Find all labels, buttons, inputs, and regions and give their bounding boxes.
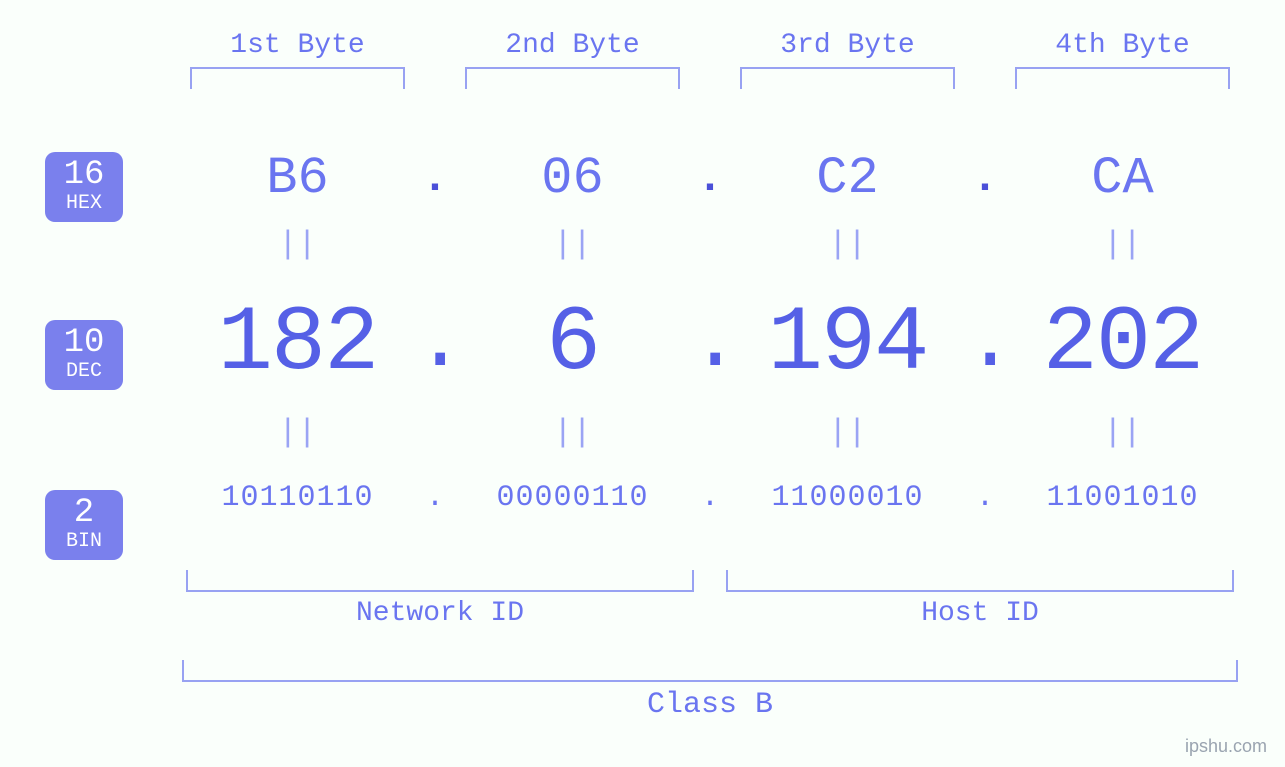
equals-icon: || (455, 414, 690, 451)
bracket-icon (1015, 67, 1230, 89)
bin-value: 11001010 (1005, 481, 1240, 515)
dot-separator: . (690, 296, 730, 391)
equals-icon: || (180, 226, 415, 263)
dot-separator: . (415, 296, 455, 391)
badge-number: 2 (45, 496, 123, 530)
equals-icon: || (730, 414, 965, 451)
dec-value: 6 (455, 291, 690, 396)
dot-separator: . (415, 481, 455, 515)
bin-value: 00000110 (455, 481, 690, 515)
bracket-icon (726, 570, 1234, 592)
bracket-row-top (180, 61, 1240, 89)
network-id-label: Network ID (180, 598, 700, 629)
dec-value: 202 (1005, 291, 1240, 396)
equals-icon: || (730, 226, 965, 263)
base-badge-dec: 10 DEC (45, 320, 123, 390)
bracket-icon (186, 570, 694, 592)
hex-row: B6 . 06 . C2 . CA (180, 149, 1240, 208)
badge-number: 16 (45, 158, 123, 192)
hex-value: 06 (455, 149, 690, 208)
base-badge-hex: 16 HEX (45, 152, 123, 222)
class-label: Class B (180, 688, 1240, 722)
equals-icon: || (455, 226, 690, 263)
byte-label: 4th Byte (1005, 30, 1240, 61)
bracket-icon (182, 660, 1238, 682)
base-badge-bin: 2 BIN (45, 490, 123, 560)
bracket-icon (465, 67, 680, 89)
dot-separator: . (965, 481, 1005, 515)
badge-label: HEX (45, 194, 123, 214)
byte-label: 1st Byte (180, 30, 415, 61)
dot-separator: . (415, 154, 455, 204)
byte-label: 2nd Byte (455, 30, 690, 61)
dot-separator: . (690, 481, 730, 515)
host-id-label: Host ID (720, 598, 1240, 629)
byte-label: 3rd Byte (730, 30, 965, 61)
badge-label: BIN (45, 532, 123, 552)
equals-row: || . || . || . || (180, 414, 1240, 451)
hex-value: B6 (180, 149, 415, 208)
equals-icon: || (180, 414, 415, 451)
bin-value: 11000010 (730, 481, 965, 515)
byte-columns: 1st Byte 2nd Byte 3rd Byte 4th Byte B6 .… (180, 30, 1240, 515)
dec-row: 182 . 6 . 194 . 202 (180, 291, 1240, 396)
network-host-row: Network ID Host ID (180, 570, 1240, 629)
bracket-icon (190, 67, 405, 89)
hex-value: C2 (730, 149, 965, 208)
byte-labels-row: 1st Byte 2nd Byte 3rd Byte 4th Byte (180, 30, 1240, 61)
hex-value: CA (1005, 149, 1240, 208)
equals-icon: || (1005, 414, 1240, 451)
equals-row: || . || . || . || (180, 226, 1240, 263)
bracket-icon (740, 67, 955, 89)
dec-value: 194 (730, 291, 965, 396)
badge-number: 10 (45, 326, 123, 360)
dot-separator: . (965, 154, 1005, 204)
badge-label: DEC (45, 362, 123, 382)
watermark: ipshu.com (1185, 736, 1267, 757)
dot-separator: . (965, 296, 1005, 391)
bin-row: 10110110 . 00000110 . 11000010 . 1100101… (180, 481, 1240, 515)
bin-value: 10110110 (180, 481, 415, 515)
equals-icon: || (1005, 226, 1240, 263)
dot-separator: . (690, 154, 730, 204)
dec-value: 182 (180, 291, 415, 396)
class-row: Class B (180, 660, 1240, 722)
